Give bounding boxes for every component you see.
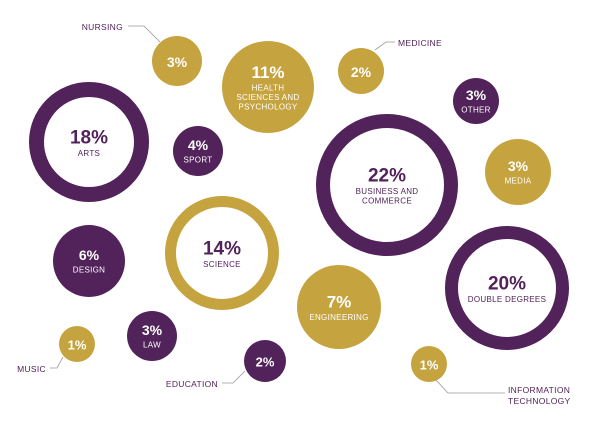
bubble-nursing: 3% NURSING xyxy=(82,22,202,86)
percent-label-it: 1% xyxy=(420,358,439,373)
category-label-media: MEDIA xyxy=(505,177,532,186)
leader-line-education xyxy=(222,370,246,384)
leader-line-nursing xyxy=(128,25,161,43)
leader-line-it xyxy=(435,379,505,394)
category-label-nursing: NURSING xyxy=(82,22,123,32)
bubble-engineering: 7% ENGINEERING xyxy=(297,265,381,349)
category-label-health: SCIENCES AND xyxy=(236,93,299,102)
category-label-medicine: MEDICINE xyxy=(398,38,442,48)
percent-label-design: 6% xyxy=(79,247,100,263)
percent-label-arts: 18% xyxy=(70,127,108,148)
bubble-sport: 4% SPORT xyxy=(173,126,223,176)
category-label-science: SCIENCE xyxy=(203,260,241,269)
percent-label-other: 3% xyxy=(466,87,487,103)
bubble-circle-law xyxy=(127,311,177,361)
category-label-engineering: ENGINEERING xyxy=(309,313,368,322)
bubble-ring-business xyxy=(316,114,458,256)
bubble-ring-double xyxy=(445,226,569,350)
bubble-circle-it xyxy=(411,346,447,382)
percent-label-medicine: 2% xyxy=(351,64,372,80)
bubble-science: 14%SCIENCE xyxy=(165,196,279,310)
bubble-circle-education xyxy=(244,340,286,382)
bubble-circle-health xyxy=(222,41,314,133)
bubble-arts: 18%ARTS xyxy=(29,82,149,202)
leader-line-medicine xyxy=(374,41,395,51)
bubble-circle-other xyxy=(453,78,499,124)
percent-label-engineering: 7% xyxy=(327,292,352,311)
category-label-business: COMMERCE xyxy=(362,197,412,206)
percent-label-health: 11% xyxy=(251,63,284,82)
bubble-design: 6% DESIGN xyxy=(53,225,125,297)
bubble-double: 20%DOUBLE DEGREES xyxy=(445,226,569,350)
percent-label-science: 14% xyxy=(203,238,241,259)
bubble-medicine: 2% MEDICINE xyxy=(338,38,442,94)
category-label-music: MUSIC xyxy=(17,364,46,374)
category-label-it: INFORMATION xyxy=(508,385,570,395)
bubble-ring-arts xyxy=(29,82,149,202)
bubble-circle-engineering xyxy=(297,265,381,349)
category-label-design: DESIGN xyxy=(73,266,105,275)
category-label-law: LAW xyxy=(143,341,161,350)
percent-label-double: 20% xyxy=(488,273,526,294)
percent-label-business: 22% xyxy=(368,166,406,187)
percent-label-music: 1% xyxy=(68,338,87,353)
bubble-education: 2% EDUCATION xyxy=(166,340,286,389)
category-label-business: BUSINESS AND xyxy=(356,187,419,196)
bubble-circle-design xyxy=(53,225,125,297)
percent-label-law: 3% xyxy=(142,322,163,338)
percent-label-nursing: 3% xyxy=(167,54,188,70)
percent-label-education: 2% xyxy=(256,355,275,370)
category-label-it: TECHNOLOGY xyxy=(508,396,571,406)
bubble-circle-music xyxy=(59,326,95,362)
bubble-circle-medicine xyxy=(338,48,384,94)
category-label-double: DOUBLE DEGREES xyxy=(468,295,546,304)
bubble-other: 3% OTHER xyxy=(453,78,499,124)
category-label-other: OTHER xyxy=(461,106,491,115)
bubble-circle-nursing xyxy=(152,36,202,86)
bubble-media: 3% MEDIA xyxy=(485,139,551,205)
bubble-law: 3% LAW xyxy=(127,311,177,361)
category-label-sport: SPORT xyxy=(184,156,213,165)
bubble-circle-sport xyxy=(173,126,223,176)
category-label-education: EDUCATION xyxy=(166,379,218,389)
category-label-arts: ARTS xyxy=(78,149,100,158)
percent-label-media: 3% xyxy=(508,158,529,174)
category-label-health: HEALTH xyxy=(252,83,285,92)
percent-label-sport: 4% xyxy=(188,137,209,153)
category-label-health: PSYCHOLOGY xyxy=(238,102,297,111)
bubble-circle-media xyxy=(485,139,551,205)
bubble-music: 1% MUSIC xyxy=(17,326,95,374)
bubble-ring-science xyxy=(165,196,279,310)
leader-line-music xyxy=(50,356,64,369)
